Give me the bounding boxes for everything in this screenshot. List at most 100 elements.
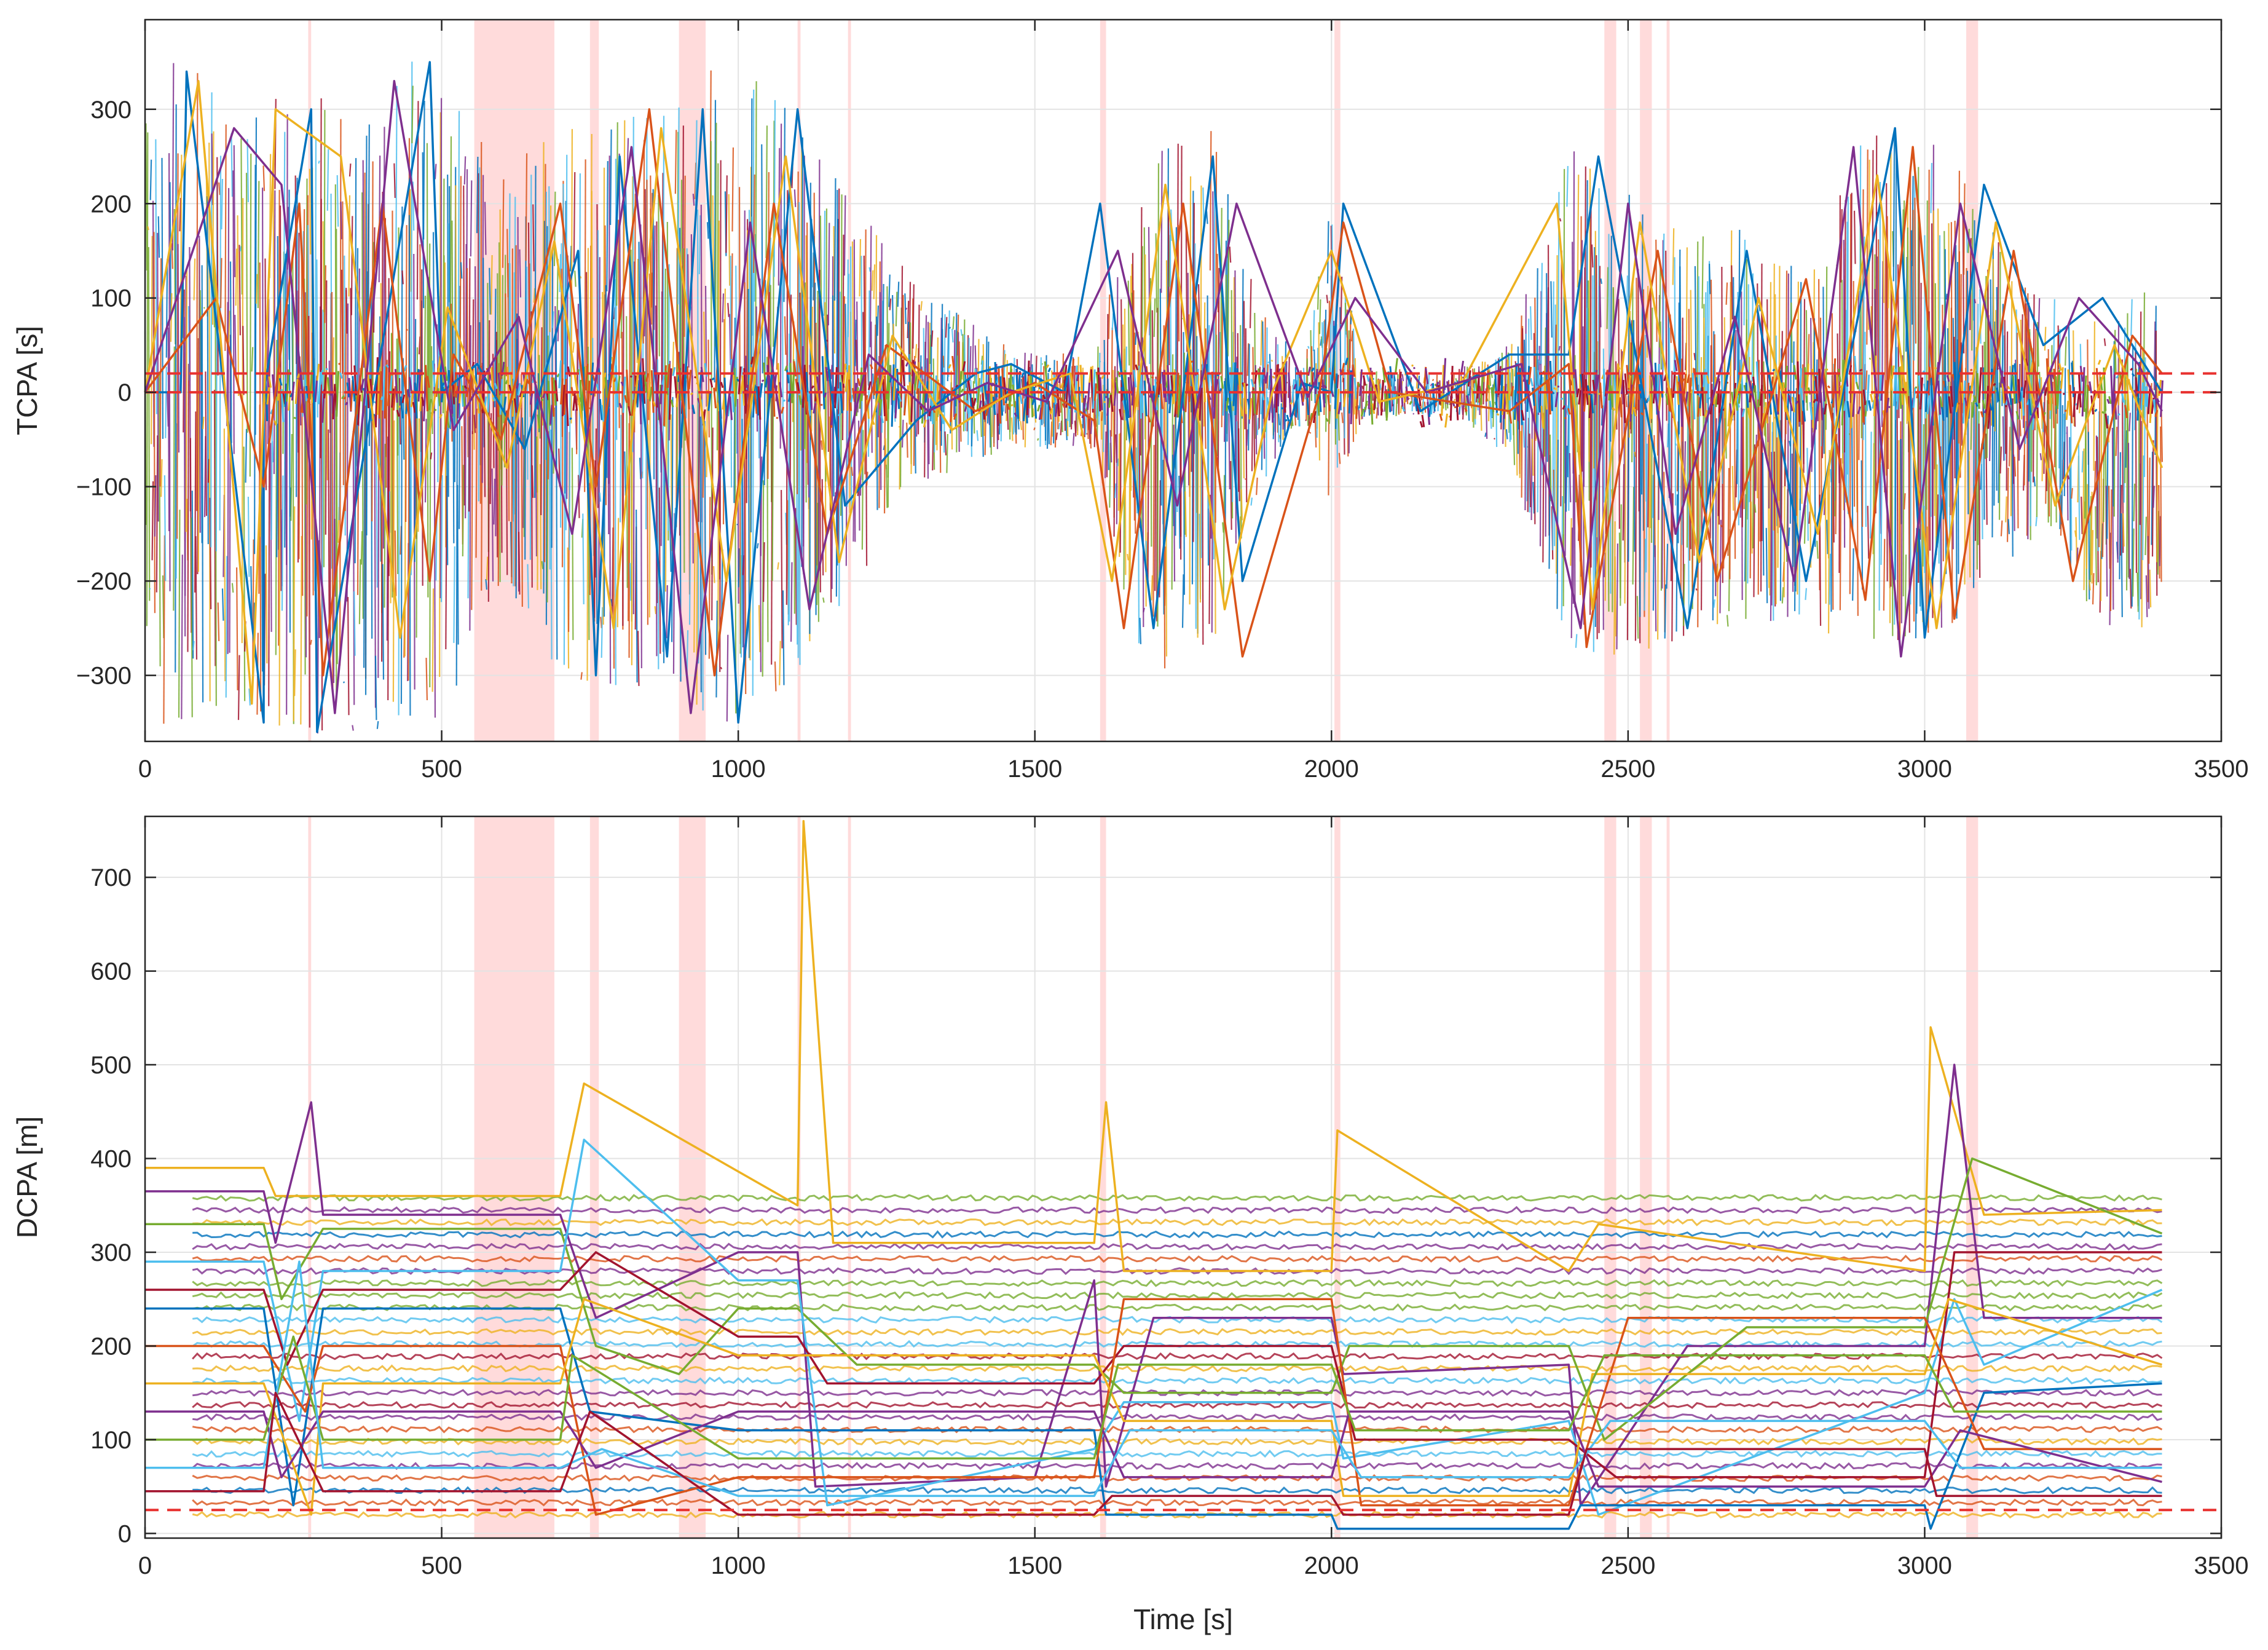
band-stroke	[859, 393, 862, 496]
band-stroke	[2111, 373, 2116, 417]
band-stroke	[1958, 402, 1960, 405]
band-stroke	[585, 363, 589, 391]
band-stroke	[1632, 487, 1635, 585]
band-stroke	[2089, 580, 2091, 591]
band-stroke	[1213, 372, 1217, 419]
band-stroke	[2097, 411, 2100, 551]
band-stroke	[784, 365, 788, 371]
band-stroke	[2151, 440, 2154, 557]
band-stroke	[1371, 403, 1376, 414]
band-stroke	[876, 377, 881, 403]
band-stroke	[376, 720, 379, 729]
band-stroke	[715, 600, 718, 698]
band-stroke	[1686, 374, 1690, 384]
band-stroke	[1543, 365, 1546, 430]
band-stroke	[960, 388, 964, 393]
band-stroke	[1361, 408, 1364, 417]
band-stroke	[755, 386, 760, 416]
band-stroke	[851, 241, 854, 395]
band-stroke	[706, 222, 709, 239]
band-stroke	[531, 465, 534, 498]
band-stroke	[168, 153, 171, 591]
band-stroke	[1789, 403, 1794, 411]
band-stroke	[1821, 416, 1824, 446]
band-stroke	[151, 481, 154, 561]
band-stroke	[440, 475, 443, 602]
band-line	[192, 1206, 2162, 1214]
band-stroke	[1525, 333, 1528, 502]
band-stroke	[1675, 443, 1677, 446]
band-stroke	[923, 419, 927, 428]
band-stroke	[1355, 382, 1360, 419]
band-stroke	[707, 339, 710, 438]
band-stroke	[412, 401, 416, 413]
band-stroke	[1510, 386, 1514, 397]
band-stroke	[1173, 424, 1176, 582]
band-stroke	[1267, 361, 1270, 364]
band-stroke	[1250, 379, 1254, 387]
band-stroke	[750, 356, 754, 365]
band-stroke	[2077, 372, 2082, 408]
band-stroke	[2058, 363, 2062, 371]
band-stroke	[661, 173, 664, 388]
band-stroke	[1172, 370, 1176, 405]
band-stroke	[1499, 373, 1503, 423]
band-stroke	[763, 542, 765, 602]
band-stroke	[976, 430, 979, 441]
band-stroke	[1970, 402, 1973, 450]
band-stroke	[677, 107, 680, 305]
band-stroke	[1334, 373, 1338, 409]
band-stroke	[2085, 408, 2088, 602]
band-stroke	[2067, 369, 2071, 416]
band-stroke	[2064, 409, 2067, 412]
band-stroke	[882, 379, 886, 417]
band-stroke	[1322, 320, 1325, 344]
band-stroke	[360, 531, 363, 565]
band-stroke	[460, 262, 463, 279]
band-stroke	[191, 491, 194, 659]
band-stroke	[999, 376, 1004, 416]
band-stroke	[1913, 164, 1916, 361]
band-stroke	[1111, 313, 1114, 331]
band-stroke	[530, 311, 533, 588]
band-stroke	[513, 197, 516, 515]
band-stroke	[1181, 317, 1183, 320]
band-stroke	[1184, 491, 1187, 537]
band-stroke	[309, 370, 313, 400]
band-stroke	[346, 382, 350, 398]
band-stroke	[2105, 486, 2108, 597]
band-stroke	[711, 377, 715, 381]
band-stroke	[898, 395, 902, 402]
band-stroke	[1973, 395, 1977, 403]
band-stroke	[1575, 634, 1578, 648]
band-stroke	[1886, 397, 1890, 413]
band-stroke	[527, 564, 530, 609]
band-stroke	[1316, 347, 1319, 438]
band-stroke	[666, 364, 671, 389]
band-stroke	[1702, 369, 1706, 387]
band-stroke	[1072, 433, 1075, 446]
band-stroke	[514, 245, 517, 586]
band-stroke	[815, 323, 818, 566]
band-stroke	[1937, 381, 1942, 415]
band-stroke	[637, 631, 640, 686]
band-stroke	[838, 291, 841, 606]
band-stroke	[1610, 385, 1614, 410]
band-stroke	[1559, 218, 1562, 222]
band-stroke	[604, 377, 608, 398]
band-stroke	[2060, 367, 2064, 389]
band-stroke	[342, 201, 344, 486]
band-stroke	[1109, 395, 1114, 412]
shaded-interval	[1100, 816, 1106, 1538]
band-stroke	[423, 377, 427, 422]
band-stroke	[2123, 327, 2126, 503]
band-stroke	[976, 387, 980, 411]
band-stroke	[463, 385, 468, 390]
band-stroke	[373, 401, 377, 404]
band-stroke	[1674, 360, 1678, 371]
band-stroke	[786, 369, 790, 384]
band-stroke	[1431, 383, 1436, 412]
band-stroke	[2126, 379, 2130, 411]
band-stroke	[781, 490, 783, 649]
band-stroke	[571, 448, 574, 641]
